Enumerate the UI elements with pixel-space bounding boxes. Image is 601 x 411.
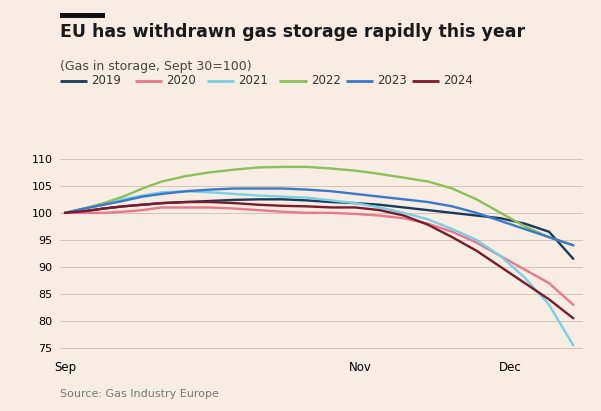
Text: 2020: 2020 [166,74,197,88]
Text: Source: Gas Industry Europe: Source: Gas Industry Europe [60,389,219,399]
Text: EU has withdrawn gas storage rapidly this year: EU has withdrawn gas storage rapidly thi… [60,23,525,41]
Text: 2021: 2021 [239,74,269,88]
Text: 2022: 2022 [311,74,341,88]
Text: 2023: 2023 [377,74,407,88]
Text: (Gas in storage, Sept 30=100): (Gas in storage, Sept 30=100) [60,60,252,73]
Text: 2019: 2019 [91,74,121,88]
Text: 2024: 2024 [443,74,473,88]
